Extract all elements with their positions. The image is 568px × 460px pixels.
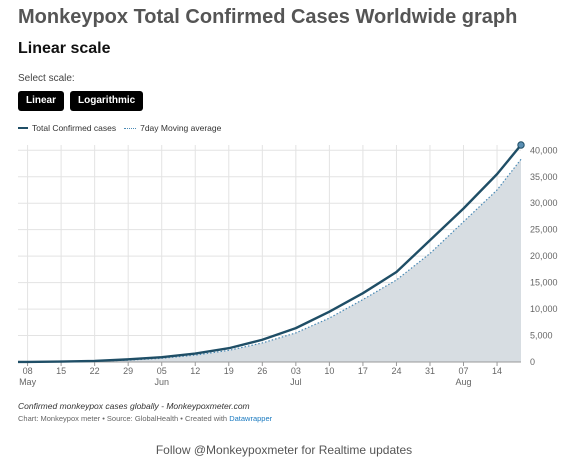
page-title: Monkeypox Total Confirmed Cases Worldwid… (18, 6, 518, 28)
x-tick-label: 07 (459, 366, 469, 376)
moving-average-line (17, 158, 522, 363)
x-month-label: Jun (154, 377, 169, 387)
y-tick-label: 15,000 (530, 278, 558, 288)
y-tick-label: 40,000 (530, 145, 558, 155)
x-tick-label: 15 (56, 366, 66, 376)
total-cases-swatch (18, 127, 28, 129)
x-tick-label: 05 (157, 366, 167, 376)
y-tick-label: 10,000 (530, 304, 558, 314)
x-month-label: May (19, 377, 37, 387)
total-cases-line (17, 144, 522, 364)
follow-banner[interactable]: Follow @Monkeypoxmeter for Realtime upda… (155, 443, 413, 457)
y-tick-label: 25,000 (530, 225, 558, 235)
x-tick-label: 03 (291, 366, 301, 376)
chart-legend: Total Confirmed cases 7day Moving averag… (18, 123, 221, 133)
x-tick-label: 22 (90, 366, 100, 376)
x-tick-label: 29 (123, 366, 133, 376)
datawrapper-link[interactable]: Datawrapper (229, 414, 273, 423)
x-tick-label: 24 (391, 366, 401, 376)
moving-average-area (18, 159, 521, 362)
chart-notes: Confirmed monkeypox cases globally - Mon… (18, 401, 250, 411)
total-cases-endpoint (517, 141, 525, 149)
x-tick-label: 17 (358, 366, 368, 376)
cases-line-chart: 0 5,000 10,000 15,000 20,000 25,000 30,000 35,0… (17, 141, 558, 387)
chart-credits: Chart: Monkeypox meter • Source: GlobalH… (18, 414, 272, 423)
x-tick-label: 14 (492, 366, 502, 376)
logarithmic-scale-button[interactable]: Logarithmic (70, 91, 144, 111)
y-tick-label: 20,000 (530, 251, 558, 261)
x-tick-label: 31 (425, 366, 435, 376)
linear-scale-button[interactable]: Linear (18, 91, 65, 111)
chart-subtitle: Linear scale (18, 40, 111, 57)
moving-average-swatch (124, 127, 137, 129)
y-tick-label: 0 (530, 357, 535, 367)
x-tick-label: 19 (224, 366, 234, 376)
x-month-label: Aug (456, 377, 472, 387)
credits-text: Chart: Monkeypox meter • Source: GlobalH… (18, 414, 228, 423)
legend-total-cases: Total Confirmed cases (32, 123, 117, 133)
legend-moving-average: 7day Moving average (140, 123, 222, 133)
x-tick-label: 10 (324, 366, 334, 376)
y-tick-label: 35,000 (530, 172, 558, 182)
select-scale-label: Select scale: (18, 73, 75, 84)
x-tick-label: 12 (190, 366, 200, 376)
scale-button-group: Linear Logarithmic (18, 91, 144, 111)
y-tick-label: 30,000 (530, 198, 558, 208)
x-month-label: Jul (290, 377, 302, 387)
x-tick-label: 26 (257, 366, 267, 376)
y-tick-label: 5,000 (530, 331, 553, 341)
x-tick-label: 08 (23, 366, 33, 376)
